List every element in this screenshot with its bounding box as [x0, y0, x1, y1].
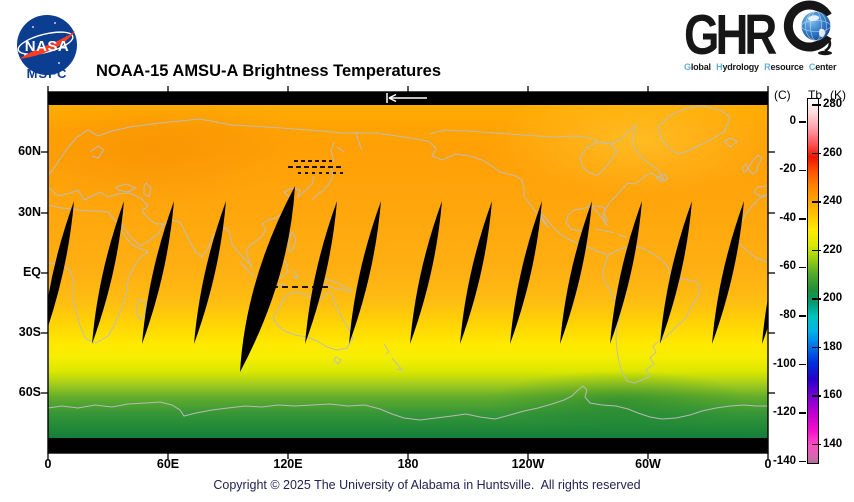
celsius-units-label: (C): [774, 88, 791, 102]
tagline-lead: G: [684, 62, 691, 72]
celsius-tick-mark: [799, 121, 806, 123]
world-map: [41, 86, 775, 459]
nasa-orbit: [17, 31, 74, 55]
kelvin-tick-label: 180: [823, 340, 843, 353]
globe-stand: [823, 37, 831, 53]
ghrc-tagline: Global Hydrology Resource Center: [684, 62, 850, 72]
kelvin-tick-label: 240: [823, 195, 843, 207]
x-tick-label: 180: [397, 457, 419, 471]
ghrc-acronym: GHR: [684, 0, 850, 67]
swath-gap: [48, 201, 74, 327]
swath-gap: [560, 201, 592, 344]
nasa-red-vector: [19, 31, 75, 59]
globe-stand-base: [817, 50, 832, 56]
nasa-msfc-label: MSFC: [26, 66, 68, 81]
copyright-text: Copyright © 2025 The University of Alaba…: [213, 478, 641, 492]
coastlines: [48, 105, 768, 421]
swath-gap: [305, 201, 337, 344]
plot-title: NOAA-15 AMSU-A Brightness Temperatures: [96, 62, 442, 80]
y-tick-label: 30S: [18, 325, 41, 339]
celsius-tick-label: -140: [772, 454, 796, 467]
x-tick-label: 120W: [511, 457, 545, 471]
swath-gap: [240, 186, 295, 372]
x-tick-label: 60W: [635, 457, 661, 471]
celsius-tick-mark: [799, 412, 806, 414]
colorbar-gradient: [807, 98, 819, 464]
celsius-tick-label: -40: [779, 211, 796, 224]
swath-gap: [142, 201, 174, 344]
nasa-logo: NASA: [17, 15, 77, 75]
y-tick-label: 60N: [18, 144, 41, 158]
kelvin-tick-mark: [812, 249, 821, 252]
kelvin-tick-mark: [812, 346, 821, 349]
swath-gap: [349, 201, 381, 344]
kelvin-tick-mark: [812, 201, 821, 203]
x-tick-label: 60E: [156, 457, 180, 471]
nasa-globe-circle: [17, 15, 77, 75]
tagline-rest: esource: [770, 62, 804, 72]
celsius-tick-label: 0: [789, 114, 796, 127]
swath-gap: [510, 201, 542, 344]
celsius-tick-label: -100: [772, 357, 796, 370]
swath-gap: [460, 201, 492, 344]
south-nodata-strip: [48, 438, 768, 453]
tagline-rest: ydrology: [722, 62, 759, 72]
celsius-tick-label: -120: [772, 406, 796, 419]
x-tick-label: 0: [44, 457, 52, 471]
kelvin-tick-mark: [812, 443, 821, 446]
scanline-artifacts: [272, 160, 346, 288]
ghrc-logo: GHR: [684, 0, 850, 72]
celsius-tick-mark: [799, 315, 806, 317]
tagline-rest: lobal: [690, 62, 711, 72]
kelvin-tick-label: 280: [823, 98, 843, 110]
ghrc-letters: GHR: [684, 3, 777, 67]
nasa-wordmark: NASA: [25, 38, 70, 55]
celsius-tick-label: -20: [779, 163, 796, 176]
celsius-tick-mark: [799, 460, 806, 463]
kelvin-tick-mark: [812, 395, 821, 397]
y-tick-label: 60S: [18, 385, 41, 399]
celsius-tick-mark: [799, 169, 806, 172]
celsius-tick-mark: [799, 218, 806, 220]
tagline-lead: R: [764, 62, 771, 72]
x-tick-label: 120E: [273, 457, 303, 471]
kelvin-tick-mark: [812, 152, 821, 155]
ghrc-c-arc: [783, 0, 832, 52]
kelvin-units-label: (K): [830, 88, 846, 102]
y-tick-label: 30N: [18, 205, 41, 219]
tagline-lead: H: [716, 62, 723, 72]
celsius-tick-label: -80: [779, 309, 796, 321]
celsius-tick-label: -60: [779, 260, 796, 273]
swath-gap: [194, 201, 226, 344]
x-tick-label: 0: [764, 457, 772, 471]
kelvin-tick-label: 260: [823, 146, 843, 159]
swath-gap: [92, 201, 124, 344]
kelvin-tick-label: 160: [823, 389, 843, 401]
swath-gap: [610, 201, 642, 344]
axis-ticks: [41, 86, 775, 459]
kelvin-tick-mark: [812, 104, 821, 106]
swath-gap: [660, 201, 692, 344]
kelvin-tick-label: 220: [823, 243, 843, 256]
swath-start-arrow-icon: [386, 93, 427, 103]
swath-gap: [410, 201, 442, 344]
kelvin-tick-mark: [812, 298, 821, 300]
kelvin-tick-label: 200: [823, 292, 843, 304]
y-tick-label: EQ: [22, 265, 41, 279]
swath-gap: [712, 201, 744, 344]
celsius-tick-mark: [799, 363, 806, 366]
ghrc-c-globe: [783, 0, 832, 56]
tagline-rest: enter: [815, 62, 837, 72]
kelvin-tick-label: 140: [823, 437, 843, 450]
swath-gap: [762, 297, 768, 344]
tagline-lead: C: [808, 62, 816, 72]
data-gap-swaths: [48, 186, 768, 372]
celsius-tick-mark: [799, 266, 806, 269]
